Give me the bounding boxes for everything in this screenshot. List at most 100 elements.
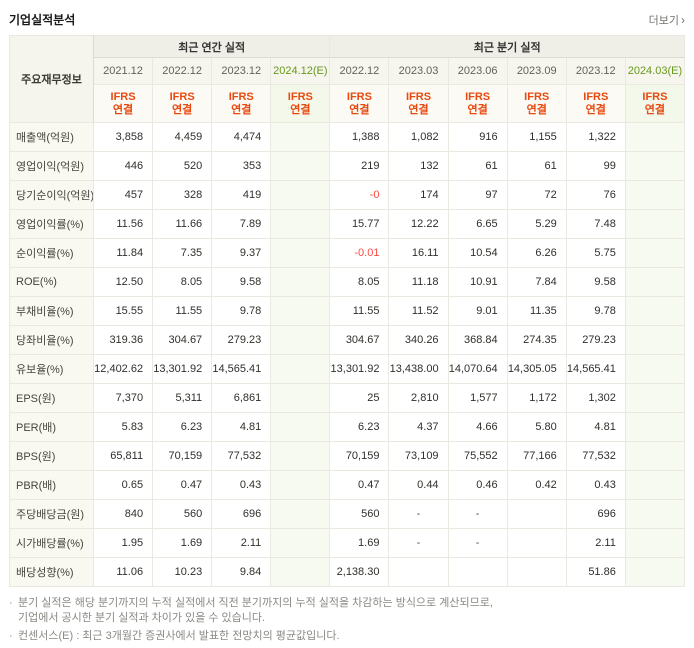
value-cell: 15.55 bbox=[92, 296, 154, 326]
value-cell: 5.29 bbox=[506, 209, 567, 239]
table-row: ROE(%) 12.50 8.05 9.58 8.05 11.18 10.91 7.84 9.5… bbox=[9, 267, 686, 297]
value-cell: 279.23 bbox=[565, 325, 626, 355]
footnote-consensus: · 컨센서스(E) : 최근 3개월간 증권사에서 발표한 전망치의 평균값입니… bbox=[9, 629, 685, 644]
period-header: 2024.03(E) bbox=[624, 57, 686, 85]
value-cell: 76 bbox=[565, 180, 626, 210]
ifrs-header: IFRS 연결 bbox=[447, 84, 508, 123]
value-cell: 1,172 bbox=[506, 383, 567, 413]
value-cell: 9.58 bbox=[211, 267, 272, 297]
value-cell: 9.01 bbox=[447, 296, 508, 326]
period-header: 2021.12 bbox=[92, 57, 154, 85]
value-cell: 11.55 bbox=[329, 296, 390, 326]
value-cell: 11.56 bbox=[92, 209, 154, 239]
value-cell bbox=[506, 499, 567, 529]
value-cell bbox=[270, 528, 331, 558]
value-cell bbox=[270, 151, 331, 181]
value-cell: 7.84 bbox=[506, 267, 567, 297]
table-row: PER(배) 5.83 6.23 4.81 6.23 4.37 4.66 5.80 4.81 bbox=[9, 412, 686, 442]
value-cell bbox=[624, 296, 686, 326]
quarterly-group-header: 최근 분기 실적 bbox=[329, 35, 685, 58]
value-cell bbox=[270, 267, 331, 297]
value-cell: 65,811 bbox=[92, 441, 154, 471]
value-cell: 132 bbox=[388, 151, 449, 181]
footnote-text: 컨센서스(E) : 최근 3개월간 증권사에서 발표한 전망치의 평균값입니다. bbox=[18, 630, 340, 642]
ifrs-header-row: IFRS 연결 IFRS 연결 IFRS 연결 IFRS 연결 IFRS 연결 IFRS 연결 IFRS… bbox=[10, 84, 686, 123]
table-row: 영업이익률(%) 11.56 11.66 7.89 15.77 12.22 6.65 5.29… bbox=[9, 209, 686, 239]
value-cell bbox=[270, 557, 331, 587]
table-row: 매출액(억원) 3,858 4,459 4,474 1,388 1,082 916 1,155… bbox=[9, 122, 686, 152]
page-title: 기업실적분석 bbox=[9, 13, 76, 27]
value-cell: 16.11 bbox=[388, 238, 449, 268]
value-cell: 77,166 bbox=[506, 441, 567, 471]
value-cell: 1,155 bbox=[506, 122, 567, 152]
value-cell bbox=[270, 296, 331, 326]
value-cell: 2,138.30 bbox=[329, 557, 390, 587]
ifrs-header: IFRS 연결 bbox=[506, 84, 567, 123]
value-cell: 0.47 bbox=[152, 470, 213, 500]
value-cell: 12,402.62 bbox=[92, 354, 154, 384]
more-link[interactable]: 더보기 › bbox=[649, 12, 685, 28]
value-cell bbox=[624, 557, 686, 587]
value-cell bbox=[270, 470, 331, 500]
value-cell: 9.58 bbox=[565, 267, 626, 297]
value-cell: 0.43 bbox=[565, 470, 626, 500]
value-cell bbox=[624, 528, 686, 558]
value-cell: 560 bbox=[329, 499, 390, 529]
table-row: 부채비율(%) 15.55 11.55 9.78 11.55 11.52 9.01 11.35… bbox=[9, 296, 686, 326]
value-cell bbox=[624, 354, 686, 384]
value-cell: 446 bbox=[92, 151, 154, 181]
group-header-row: 주요재무정보 최근 연간 실적 최근 분기 실적 bbox=[9, 35, 685, 123]
value-cell: 304.67 bbox=[152, 325, 213, 355]
value-cell: 304.67 bbox=[329, 325, 390, 355]
row-label: 영업이익률(%) bbox=[9, 209, 94, 239]
table-row: EPS(원) 7,370 5,311 6,861 25 2,810 1,577 1,172 1,… bbox=[9, 383, 686, 413]
value-cell: 520 bbox=[152, 151, 213, 181]
ifrs-header: IFRS 연결 bbox=[92, 84, 154, 123]
row-label: 배당성향(%) bbox=[9, 557, 94, 587]
ifrs-header: IFRS 연결 bbox=[152, 84, 213, 123]
value-cell: 4.37 bbox=[388, 412, 449, 442]
period-header: 2022.12 bbox=[329, 57, 390, 85]
value-cell: 0.46 bbox=[447, 470, 508, 500]
value-cell: 1,082 bbox=[388, 122, 449, 152]
value-cell: 11.18 bbox=[388, 267, 449, 297]
value-cell: 0.44 bbox=[388, 470, 449, 500]
value-cell: 75,552 bbox=[447, 441, 508, 471]
row-label: PER(배) bbox=[9, 412, 94, 442]
ifrs-header: IFRS 연결 bbox=[270, 84, 331, 123]
table-row: 당좌비율(%) 319.36 304.67 279.23 304.67 340.26 368… bbox=[9, 325, 686, 355]
value-cell: 77,532 bbox=[211, 441, 272, 471]
value-cell: 5.75 bbox=[565, 238, 626, 268]
table-row: 당기순이익(억원) 457 328 419 -0 174 97 72 76 bbox=[9, 180, 686, 210]
table-row: 순이익률(%) 11.84 7.35 9.37 -0.01 16.11 10.54 6.26 5… bbox=[9, 238, 686, 268]
value-cell: 13,438.00 bbox=[388, 354, 449, 384]
value-cell: 4.66 bbox=[447, 412, 508, 442]
value-cell: 9.78 bbox=[565, 296, 626, 326]
value-cell: 368.84 bbox=[447, 325, 508, 355]
value-cell bbox=[506, 528, 567, 558]
value-cell: 0.47 bbox=[329, 470, 390, 500]
value-cell bbox=[388, 557, 449, 587]
value-cell: 11.52 bbox=[388, 296, 449, 326]
table-row: 주당배당금(원) 840 560 696 560- -696 bbox=[9, 499, 686, 529]
value-cell: 11.35 bbox=[506, 296, 567, 326]
value-cell: 560 bbox=[152, 499, 213, 529]
value-cell: 219 bbox=[329, 151, 390, 181]
value-cell: 8.05 bbox=[152, 267, 213, 297]
bullet-icon: · bbox=[9, 630, 13, 642]
value-cell bbox=[270, 238, 331, 268]
value-cell: 9.84 bbox=[211, 557, 272, 587]
row-label: 주당배당금(원) bbox=[9, 499, 94, 529]
value-cell bbox=[447, 557, 508, 587]
value-cell: 6.65 bbox=[447, 209, 508, 239]
table-row: 배당성향(%) 11.06 10.23 9.84 2,138.30 51.86 bbox=[9, 557, 686, 587]
value-cell: - bbox=[447, 528, 508, 558]
value-cell: 99 bbox=[565, 151, 626, 181]
value-cell bbox=[624, 180, 686, 210]
table-row: 유보율(%) 12,402.62 13,301.92 14,565.41 13,301.… bbox=[9, 354, 686, 384]
value-cell: 10.23 bbox=[152, 557, 213, 587]
value-cell bbox=[270, 441, 331, 471]
value-cell bbox=[624, 151, 686, 181]
value-cell: 14,305.05 bbox=[506, 354, 567, 384]
